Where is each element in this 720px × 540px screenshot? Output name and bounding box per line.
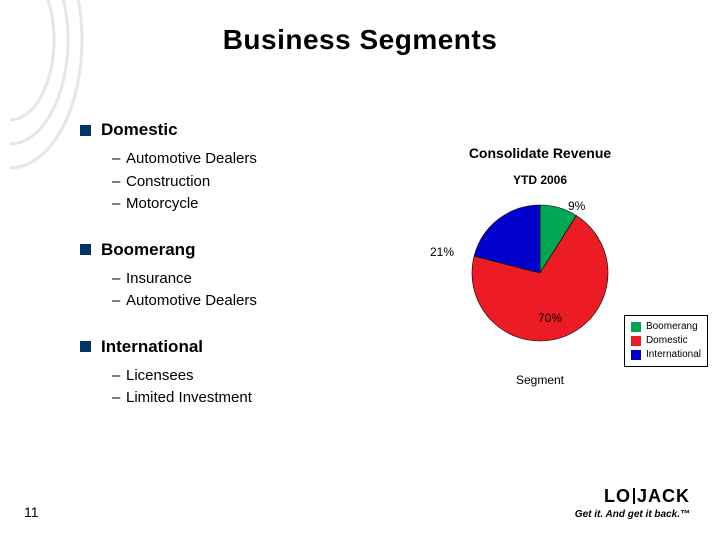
logo-tagline: Get it. And get it back.™ bbox=[575, 509, 690, 520]
chart-axis-label: Segment bbox=[390, 373, 690, 387]
legend-item: Domestic bbox=[631, 334, 701, 348]
legend-item: Boomerang bbox=[631, 320, 701, 334]
bullet-icon bbox=[80, 125, 91, 136]
segment-sub: Licensees bbox=[126, 365, 194, 388]
chart-pct-label: 70% bbox=[538, 311, 562, 325]
segment-title: Domestic bbox=[101, 120, 178, 140]
legend-swatch bbox=[631, 350, 641, 360]
segment-sub: Insurance bbox=[126, 268, 192, 291]
chart-title: Consolidate Revenue bbox=[390, 145, 690, 161]
bullet-icon bbox=[80, 341, 91, 352]
segment-sub: Limited Investment bbox=[126, 387, 252, 410]
page-title: Business Segments bbox=[0, 24, 720, 56]
segment-domestic: Domestic –Automotive Dealers –Constructi… bbox=[80, 120, 380, 216]
segment-title: Boomerang bbox=[101, 240, 195, 260]
legend-label: International bbox=[646, 348, 701, 362]
legend-label: Boomerang bbox=[646, 320, 698, 334]
segment-boomerang: Boomerang –Insurance –Automotive Dealers bbox=[80, 240, 380, 313]
chart-legend: Boomerang Domestic International bbox=[624, 315, 708, 367]
logo: LO JACK Get it. And get it back.™ bbox=[575, 486, 690, 520]
legend-label: Domestic bbox=[646, 334, 688, 348]
chart-pct-label: 21% bbox=[430, 245, 454, 259]
segment-international: International –Licensees –Limited Invest… bbox=[80, 337, 380, 410]
logo-right: JACK bbox=[637, 486, 690, 506]
segment-sub: Construction bbox=[126, 171, 210, 194]
revenue-chart: Consolidate Revenue YTD 2006 9% 21% 70% Se… bbox=[390, 145, 690, 387]
segment-sub: Automotive Dealers bbox=[126, 290, 257, 313]
segment-sub: Motorcycle bbox=[126, 193, 199, 216]
chart-subtitle: YTD 2006 bbox=[390, 173, 690, 187]
segment-sub: Automotive Dealers bbox=[126, 148, 257, 171]
segment-title: International bbox=[101, 337, 203, 357]
chart-pct-label: 9% bbox=[568, 199, 585, 213]
legend-swatch bbox=[631, 322, 641, 332]
legend-swatch bbox=[631, 336, 641, 346]
bullet-icon bbox=[80, 244, 91, 255]
page-number: 11 bbox=[24, 504, 39, 520]
legend-item: International bbox=[631, 348, 701, 362]
logo-left: LO bbox=[604, 486, 631, 506]
logo-divider-icon bbox=[633, 488, 635, 504]
segments-list: Domestic –Automotive Dealers –Constructi… bbox=[80, 120, 380, 434]
